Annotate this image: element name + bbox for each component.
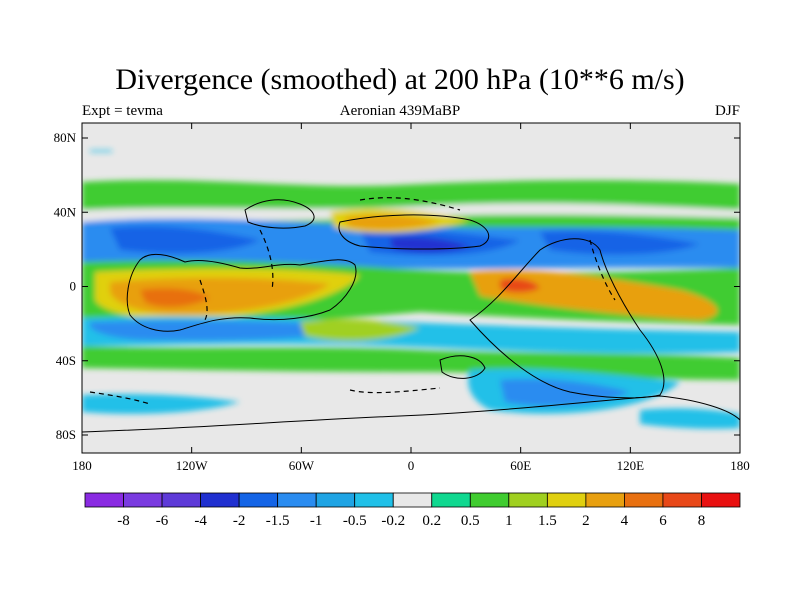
lat-tick-label: 80N xyxy=(54,130,77,145)
axis-tick-labels: 80N 40N 0 40S 80S 180 120W 60W 0 60E 120E 180 xyxy=(54,130,750,473)
polar-cyan xyxy=(82,393,240,414)
colorbar-swatch xyxy=(431,492,471,508)
coastlines xyxy=(82,199,740,453)
colorbar-label: -1.5 xyxy=(266,513,290,529)
colorbar-swatch xyxy=(354,492,394,508)
colorbar-swatch xyxy=(123,492,163,508)
lon-tick-label: 120E xyxy=(617,458,645,473)
colorbar-label: 0.5 xyxy=(461,513,480,529)
colorbar-label: 0.2 xyxy=(422,513,441,529)
dashed-south xyxy=(349,387,441,394)
dashed-polar xyxy=(89,391,151,405)
high-south-blue xyxy=(500,378,630,407)
dashed-west xyxy=(199,279,208,321)
lon-tick-label: 0 xyxy=(408,458,415,473)
north-blue-core-3 xyxy=(540,230,700,255)
colorbar-label: -6 xyxy=(156,513,169,529)
colorbar-label: 4 xyxy=(621,513,629,529)
colorbar-swatch xyxy=(392,492,433,508)
lat-tick-label: 0 xyxy=(70,279,77,294)
south-lightgreen xyxy=(300,319,420,341)
colorbar-swatch xyxy=(546,492,587,508)
continent-north xyxy=(244,199,315,229)
axis-ticks xyxy=(81,123,741,453)
continent-south-polar xyxy=(82,395,740,453)
south-green-band xyxy=(82,346,740,380)
dashed-central xyxy=(259,229,274,291)
lat-tick-label: 80S xyxy=(56,427,76,442)
colorbar-label: 1.5 xyxy=(538,513,557,529)
colorbar-label: 2 xyxy=(582,513,590,529)
colorbar-swatch xyxy=(701,492,741,508)
lon-tick-label: 180 xyxy=(72,458,92,473)
tropical-darkorange-core xyxy=(140,288,210,307)
lon-tick-label: 120W xyxy=(176,458,209,473)
lat-tick-label: 40N xyxy=(54,204,77,219)
plot-title: Divergence (smoothed) at 200 hPa (10**6 … xyxy=(115,63,685,96)
colorbar-swatch xyxy=(469,492,510,508)
colorbar-label: 6 xyxy=(659,513,667,529)
colorbar-label: 1 xyxy=(505,513,513,529)
experiment-label: Expt = tevma xyxy=(82,103,163,119)
subtropic-orange xyxy=(345,215,440,230)
colorbar-swatch xyxy=(200,492,240,508)
colorbar-swatch xyxy=(277,492,317,508)
polar-cyan-east xyxy=(640,408,740,429)
colorbar-label: -8 xyxy=(117,513,130,529)
colorbar: -8 -6 -4 -2 -1.5 -1 -0.5 -0.2 0.2 0.5 1 1.5 2 4 6 8 xyxy=(84,492,741,529)
colorbar-swatch xyxy=(508,492,548,508)
lon-tick-label: 60E xyxy=(510,458,531,473)
colorbar-swatch xyxy=(585,492,625,508)
arctic-cyan-streak xyxy=(90,150,112,152)
dashed-boundaries xyxy=(89,197,616,405)
colorbar-label: -2 xyxy=(233,513,246,529)
colorbar-label: -1 xyxy=(310,513,323,529)
colorbar-swatch xyxy=(315,492,356,508)
island-south xyxy=(439,355,486,379)
continent-west xyxy=(126,253,357,332)
colorbar-label: -0.2 xyxy=(381,513,405,529)
lat-tick-label: 40S xyxy=(56,353,76,368)
continent-east xyxy=(469,238,665,399)
north-blue-core xyxy=(110,226,260,254)
divergence-field xyxy=(82,123,740,453)
colorbar-swatch xyxy=(84,492,124,508)
continent-central xyxy=(338,214,490,250)
colorbar-swatch xyxy=(662,492,702,508)
lon-tick-label: 60W xyxy=(289,458,315,473)
colorbar-swatch xyxy=(238,492,279,508)
colorbar-label: -0.5 xyxy=(343,513,367,529)
period-label: Aeronian 439MaBP xyxy=(339,103,461,119)
colorbar-label: 8 xyxy=(698,513,706,529)
colorbar-label: -4 xyxy=(194,513,207,529)
colorbar-swatch xyxy=(161,492,201,508)
colorbar-swatch xyxy=(624,492,664,508)
east-red-core xyxy=(500,278,540,293)
season-label: DJF xyxy=(714,103,740,119)
lon-tick-label: 180 xyxy=(730,458,750,473)
dashed-north xyxy=(359,197,461,211)
